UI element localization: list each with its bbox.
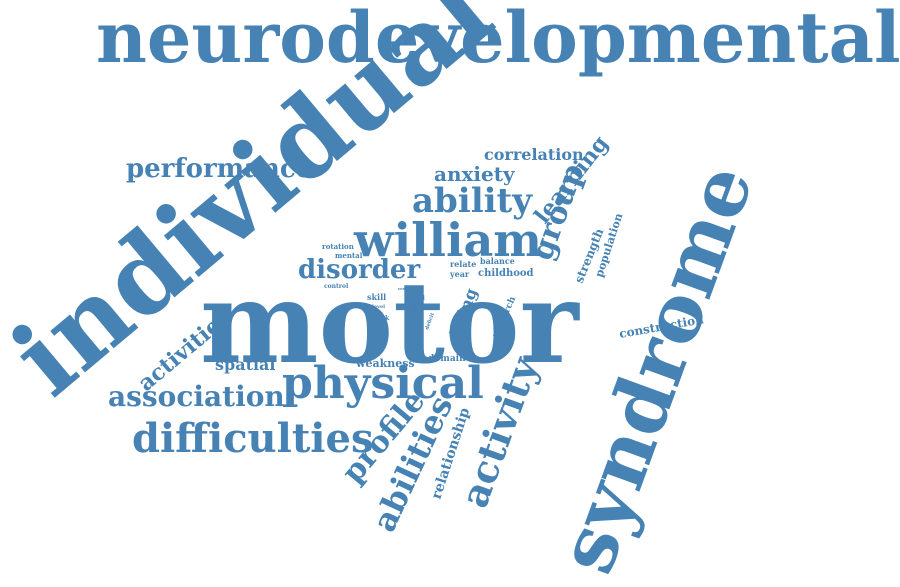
word-rotation: rotation	[322, 242, 354, 251]
word-level: level	[372, 304, 385, 310]
word-upper: upper	[408, 303, 418, 318]
word-physical: physical	[282, 358, 484, 409]
word-correlation: correlation	[484, 145, 584, 164]
word-domain: domain	[428, 354, 466, 364]
word-performance: performance	[126, 154, 312, 184]
word-balance: balance	[480, 256, 515, 266]
word-anxiety: anxiety	[434, 162, 516, 186]
word-year: year	[449, 269, 470, 279]
word-result: result	[398, 286, 411, 291]
word-deficit: deficit	[424, 311, 436, 330]
word-neurodevelopmental: neurodevelopmental	[96, 0, 900, 79]
word-spatial: spatial	[215, 355, 275, 374]
word-control: control	[324, 283, 349, 290]
word-block: block	[371, 315, 390, 322]
word-relate: relate	[450, 259, 476, 269]
word-disorder: disorder	[298, 255, 420, 285]
word-mental: mental	[335, 251, 363, 260]
word-child: child	[408, 295, 426, 302]
word-association: association	[108, 380, 285, 413]
word-weakness: weakness	[355, 357, 415, 370]
word-motor: motor	[200, 258, 581, 389]
word-skill: skill	[367, 292, 386, 302]
word-childhood: childhood	[478, 268, 534, 279]
word-william: william	[353, 213, 542, 267]
word-ability: ability	[412, 181, 533, 221]
word-aged: aged	[409, 303, 423, 309]
word-difficulties: difficulties	[132, 415, 373, 462]
